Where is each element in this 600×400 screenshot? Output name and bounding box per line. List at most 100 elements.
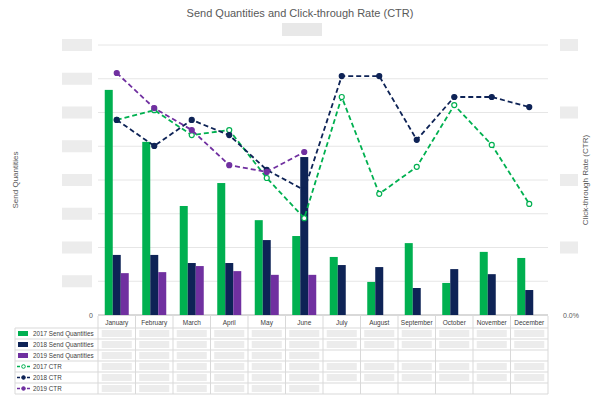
blurred-cell [102,330,132,337]
bar [158,272,166,315]
bar [105,90,113,315]
x-tick-label: June [297,319,311,326]
legend-label: 2018 Send Quantities [33,341,94,349]
blurred-cell [102,385,132,392]
legend-label: 2019 Send Quantities [33,352,94,360]
marker [114,117,119,122]
table-line [15,372,548,373]
marker [264,175,269,180]
blurred-cell [364,341,394,348]
marker [302,216,307,221]
blurred-cell [177,341,207,348]
blurred-cell [514,330,544,337]
bar [517,258,525,315]
x-tick-label: May [261,319,274,327]
grid-line [98,45,548,46]
blurred-box [282,23,322,36]
bar [405,243,413,315]
bar [217,183,225,315]
marker [339,94,344,99]
blurred-tick-label [560,39,578,51]
bar [480,252,488,315]
blurred-cell [477,330,507,337]
marker [527,201,532,206]
blurred-cell [252,363,282,370]
bar [113,255,121,315]
marker [339,74,344,79]
marker [414,137,419,142]
blurred-cell [514,374,544,381]
x-tick-label: September [401,319,434,327]
marker [227,163,232,168]
legend-label: 2019 CTR [33,385,62,392]
legend-marker [22,387,26,391]
blurred-cell [514,341,544,348]
blurred-cell [214,374,244,381]
marker [152,143,157,148]
blurred-cell [102,341,132,348]
legend-swatch [18,331,28,336]
blurred-cell [139,341,169,348]
blurred-cell [477,341,507,348]
legend-label: 2017 Send Quantities [33,330,94,338]
bar [150,255,158,315]
legend-swatch [18,353,28,358]
blurred-cell [177,352,207,359]
y-axis-label: Send Quantities [11,152,20,209]
blurred-cell [102,363,132,370]
blurred-cell [364,363,394,370]
bar [367,282,375,315]
blurred-cell [364,330,394,337]
marker [264,169,269,174]
bar [338,265,346,315]
y2-axis-label: Click-through Rate (CTR) [581,135,590,226]
blurred-cell [139,374,169,381]
blurred-cell [327,374,357,381]
x-tick-label: July [336,319,348,327]
blurred-cell [289,374,319,381]
marker [189,117,194,122]
blurred-cell [252,374,282,381]
bar [525,290,533,315]
blurred-cell [439,374,469,381]
marker [414,164,419,169]
marker [114,71,119,76]
blurred-cell [402,341,432,348]
blurred-cell [439,363,469,370]
table-line [15,361,548,362]
blurred-tick-label [560,242,578,254]
bar [488,274,496,315]
blurred-cell [252,352,282,359]
table-line [15,328,548,329]
blurred-cell [327,330,357,337]
bar [413,288,421,315]
marker [452,103,457,108]
legend-label: 2018 CTR [33,374,62,381]
bar [450,269,458,315]
bar [442,283,450,315]
blurred-tick-label [560,107,578,119]
grid-line [98,146,548,147]
bar [375,267,383,315]
bar [142,142,150,315]
legend-label: 2017 CTR [33,363,62,370]
grid-line [98,78,548,79]
blurred-cell [289,363,319,370]
bar [233,271,241,315]
legend-marker [22,376,26,380]
blurred-cell [327,363,357,370]
marker [377,74,382,79]
x-tick-label: April [223,319,237,327]
blurred-cell [177,330,207,337]
bar [292,236,300,315]
line [117,97,530,218]
bar [308,275,316,315]
x-tick-label: January [105,319,129,327]
marker [189,133,194,138]
blurred-cell [252,330,282,337]
blurred-cell [364,374,394,381]
marker [489,142,494,147]
x-tick-label: November [477,319,508,326]
blurred-cell [439,330,469,337]
blurred-cell [289,341,319,348]
